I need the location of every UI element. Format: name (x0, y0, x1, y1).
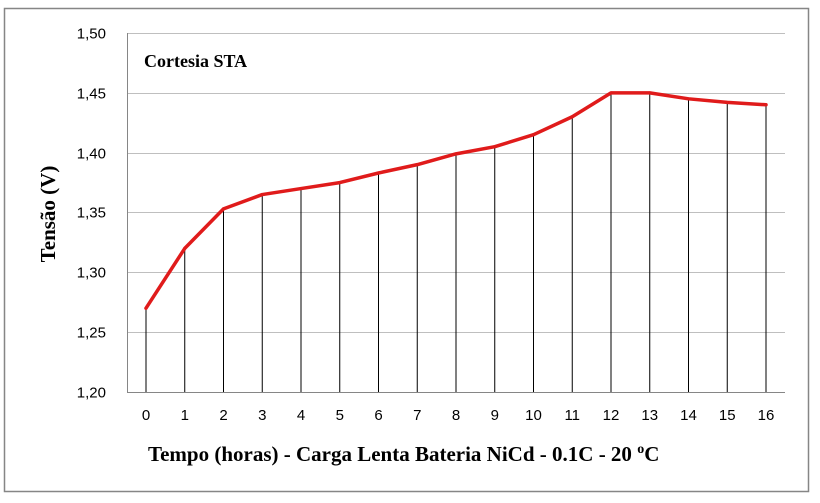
y-tick-label: 1,20 (77, 385, 106, 402)
x-axis-label-tail: C (644, 442, 659, 466)
x-tick-label: 5 (336, 407, 344, 424)
x-tick-label: 12 (603, 407, 620, 424)
x-tick-label: 10 (525, 407, 542, 424)
data-point (299, 187, 303, 191)
x-tick-label: 11 (564, 407, 580, 424)
data-point (725, 100, 729, 104)
data-point (260, 193, 264, 197)
y-axis-label: Tensão (V) (36, 166, 60, 263)
chart-frame (3, 7, 810, 493)
x-tick-label: 15 (719, 407, 736, 424)
x-tick-label: 6 (374, 407, 382, 424)
annotation-text: Cortesia STA (144, 51, 247, 71)
x-tick-label: 16 (758, 407, 775, 424)
tick-labels: 1,201,251,301,351,401,451,500 1 2 3 4 5 6 7 8 9 10… (77, 26, 775, 425)
x-tick-label: 1 (181, 407, 189, 424)
axes (127, 33, 785, 393)
data-point (415, 163, 419, 167)
data-point (493, 145, 497, 149)
x-axis-label: Tempo (horas) - Carga Lenta Bateria NiCd… (148, 442, 659, 466)
x-tick-label: 3 (258, 407, 266, 424)
data-point (609, 91, 613, 95)
data-point (570, 115, 574, 119)
x-tick-label: 2 (219, 407, 227, 424)
x-tick-label: 7 (413, 407, 421, 424)
x-tick-label: 9 (491, 407, 499, 424)
x-tick-label: 0 (142, 407, 150, 424)
data-point (338, 181, 342, 185)
series-layer (144, 91, 768, 310)
y-tick-label: 1,25 (77, 325, 106, 342)
data-point (183, 246, 187, 250)
x-tick-label: 4 (297, 407, 305, 424)
y-tick-label: 1,45 (77, 86, 106, 103)
x-tick-label: 13 (641, 407, 658, 424)
data-point (377, 171, 380, 175)
x-axis-label-main: Tempo (horas) - Carga Lenta Bateria NiCd… (148, 442, 637, 466)
x-tick-label: 14 (680, 407, 697, 424)
y-tick-label: 1,50 (77, 26, 106, 43)
x-tick-label: 8 (452, 407, 460, 424)
data-point (144, 306, 148, 310)
data-point (222, 207, 225, 211)
drop-lines (145, 92, 767, 392)
y-tick-label: 1,40 (77, 146, 106, 163)
x-axis-label-sup: o (637, 442, 644, 457)
y-tick-label: 1,30 (77, 265, 106, 282)
data-point (764, 103, 768, 107)
data-point (454, 152, 458, 156)
gridlines (127, 33, 785, 333)
y-tick-label: 1,35 (77, 205, 106, 222)
data-point (648, 91, 652, 95)
data-point (687, 97, 690, 101)
data-point (532, 133, 535, 137)
